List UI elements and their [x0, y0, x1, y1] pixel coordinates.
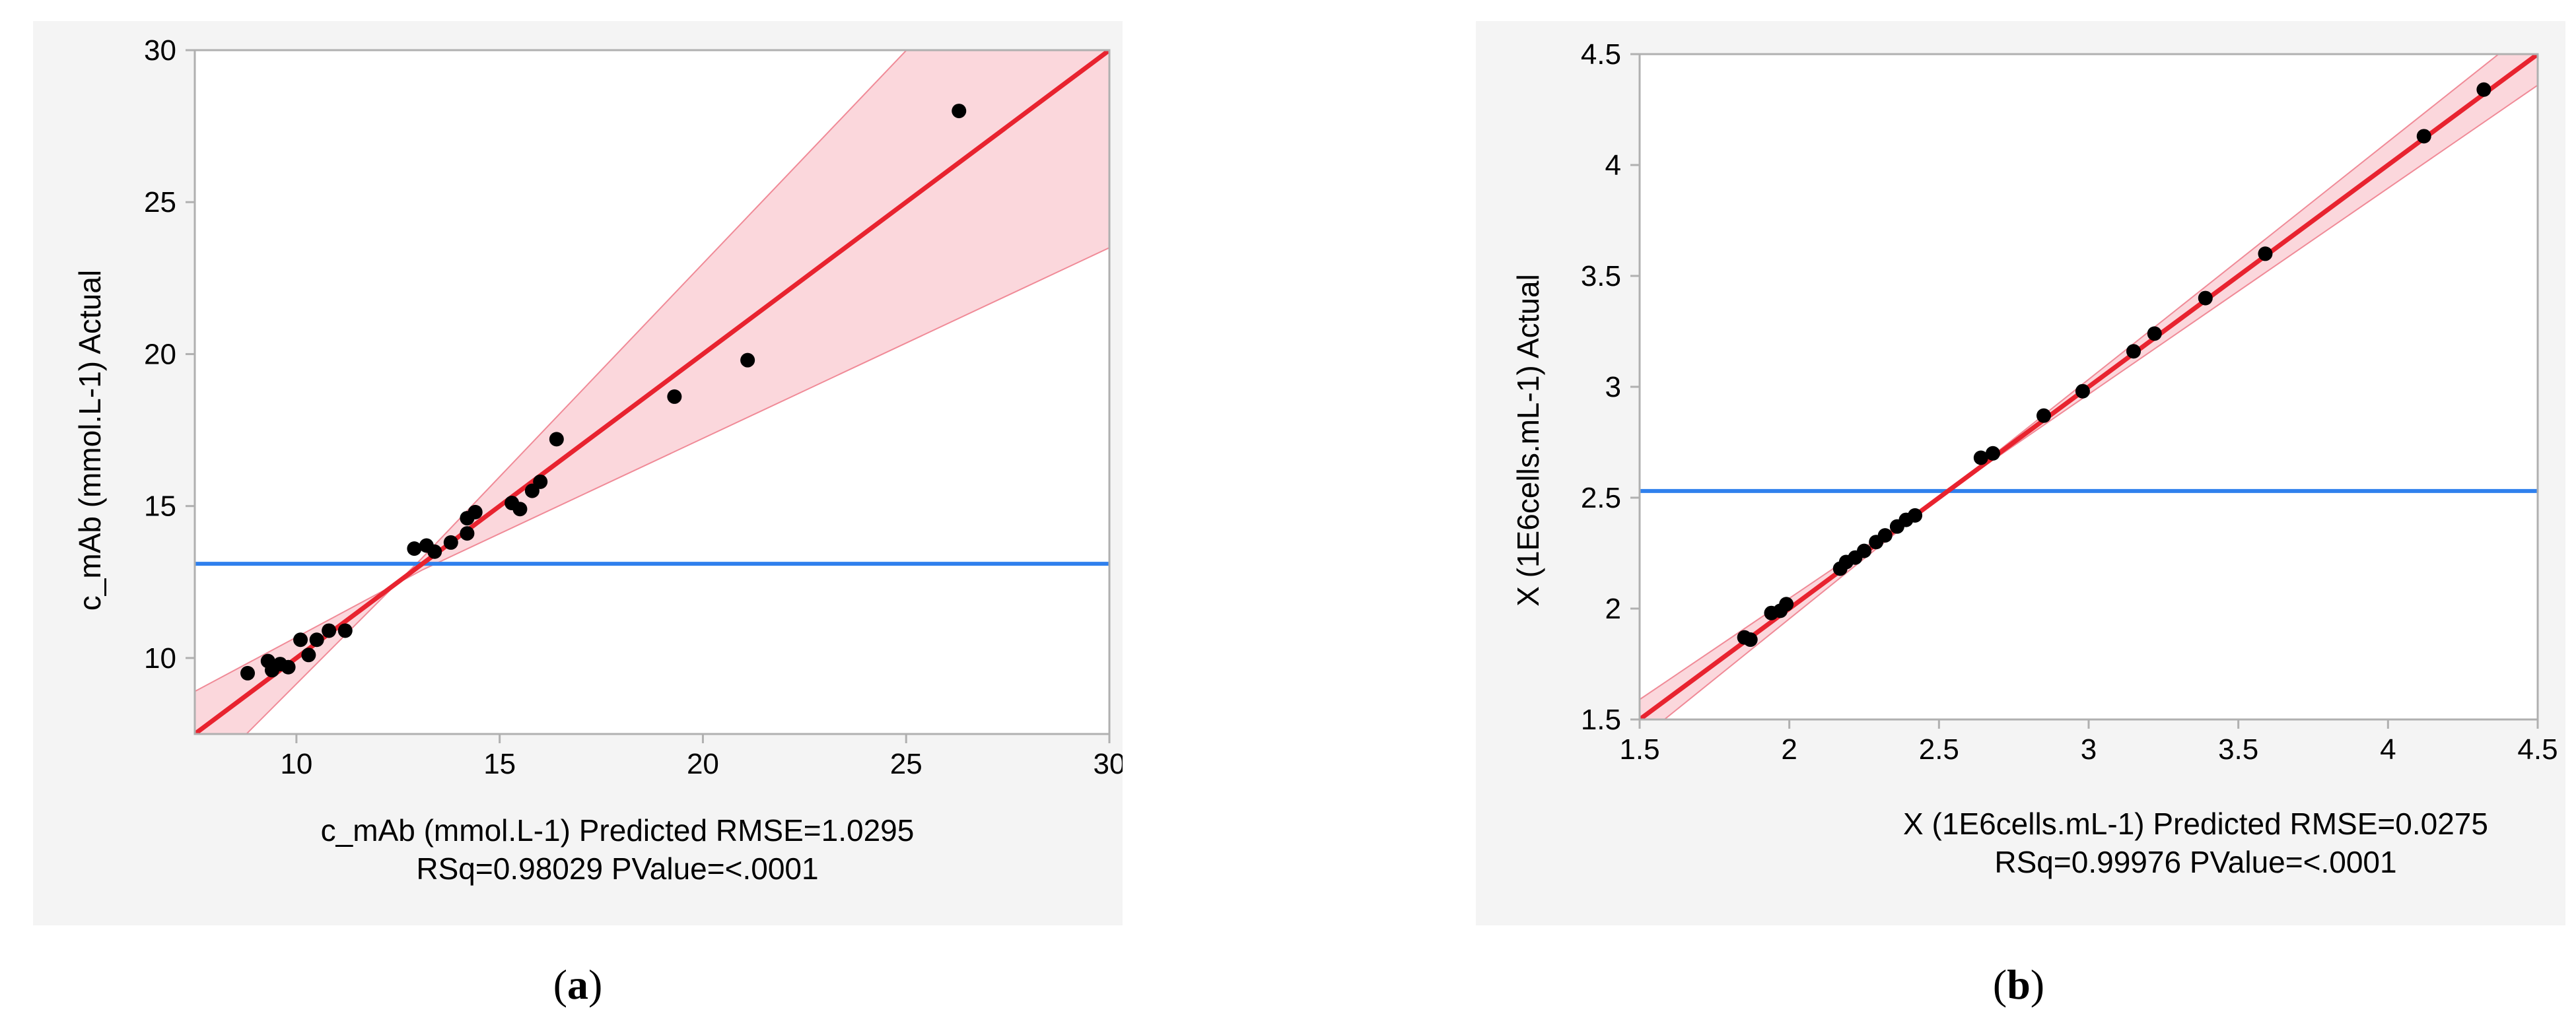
data-point-b-17: [2036, 408, 2051, 423]
x-tick-label-a-0: 10: [280, 748, 312, 780]
y-tick-label-b-4: 3.5: [1581, 260, 1621, 292]
y-tick-label-b-1: 2: [1605, 593, 1621, 625]
data-point-a-21: [533, 474, 548, 489]
caption-a: (a): [479, 960, 677, 1009]
x-tick-label-b-3: 3: [2081, 733, 2097, 766]
x-tick-label-b-5: 4: [2380, 733, 2396, 766]
x-tick-label-b-6: 4.5: [2517, 733, 2558, 766]
x-tick-label-b-4: 3.5: [2218, 733, 2258, 766]
plot-inner-b: [1640, 54, 2538, 719]
y-axis-label-a: c_mAb (mmol.L-1) Actual: [73, 270, 107, 611]
data-point-a-24: [740, 352, 755, 368]
data-point-b-18: [2075, 383, 2090, 399]
x-tick-label-a-4: 30: [1094, 748, 1123, 780]
x-axis-label-a-line1: c_mAb (mmol.L-1) Predicted RMSE=1.0295: [321, 813, 915, 848]
caption-b-close: ): [2030, 961, 2045, 1008]
data-point-a-15: [460, 526, 475, 541]
data-point-b-11: [1877, 528, 1893, 543]
y-tick-label-a-0: 10: [144, 642, 176, 675]
caption-a-letter: a: [567, 961, 588, 1008]
data-point-b-15: [1973, 450, 1988, 465]
data-point-a-14: [443, 535, 458, 550]
caption-a-close: ): [588, 961, 603, 1008]
data-point-b-2: [1743, 632, 1758, 648]
confidence-band-upper-a: [245, 50, 908, 734]
data-point-a-22: [549, 432, 564, 447]
data-point-b-14: [1908, 508, 1923, 523]
y-tick-label-a-1: 15: [144, 490, 176, 523]
y-axis-label-b: X (1E6cells.mL-1) Actual: [1511, 274, 1545, 607]
confidence-band-lower-a: [195, 247, 1109, 692]
y-tick-label-a-2: 20: [144, 338, 176, 370]
data-point-a-25: [952, 104, 967, 119]
data-point-a-23: [667, 389, 682, 404]
y-tick-label-a-4: 30: [144, 34, 176, 67]
caption-b-letter: b: [2007, 961, 2031, 1008]
y-tick-label-b-6: 4.5: [1581, 38, 1621, 71]
caption-b-open: (: [1992, 961, 2007, 1008]
data-point-a-11: [407, 541, 422, 556]
data-point-b-19: [2126, 344, 2141, 359]
data-point-a-8: [309, 632, 324, 648]
data-point-b-22: [2258, 246, 2273, 261]
x-tick-label-a-2: 20: [687, 748, 719, 780]
x-tick-label-b-1: 2: [1781, 733, 1797, 766]
x-axis-label-b-line2: RSq=0.99976 PValue=<.0001: [1994, 845, 2396, 879]
scatter-chart-a: 10 15 20 25 30 10 15 20 25 30 c_mAb (mmol.L-1) Ac…: [73, 34, 1123, 886]
plot-inner-a: [195, 50, 1109, 734]
data-point-b-21: [2198, 290, 2213, 306]
y-tick-label-b-3: 3: [1605, 371, 1621, 403]
x-tick-label-b-0: 1.5: [1619, 733, 1659, 766]
plot-area-b: 1.5 2 2.5 3 3.5 4 4.5 1.5 2 2.5 3 3.5 4 4.5: [1581, 38, 2558, 766]
x-tick-label-b-2: 2.5: [1919, 733, 1959, 766]
data-point-a-6: [293, 632, 308, 648]
caption-b: (b): [1920, 960, 2118, 1009]
data-point-b-23: [2416, 129, 2431, 144]
data-point-a-9: [322, 623, 337, 638]
data-point-b-9: [1857, 543, 1871, 558]
data-point-a-1: [240, 665, 256, 681]
data-point-a-13: [427, 544, 442, 559]
data-point-a-10: [337, 623, 353, 638]
data-point-b-24: [2476, 82, 2491, 97]
caption-a-open: (: [553, 961, 567, 1008]
data-point-b-16: [1985, 446, 2000, 461]
data-point-a-5: [281, 659, 296, 675]
data-point-b-20: [2147, 326, 2162, 341]
scatter-chart-b: 1.5 2 2.5 3 3.5 4 4.5 1.5 2 2.5 3 3.5 4 4.5 X (1E6cel…: [1511, 38, 2558, 879]
y-tick-label-b-2: 2.5: [1581, 482, 1621, 514]
x-axis-label-a-line2: RSq=0.98029 PValue=<.0001: [416, 851, 818, 886]
x-tick-label-a-1: 15: [483, 748, 516, 780]
x-tick-label-a-3: 25: [890, 748, 922, 780]
plot-area-a: 10 15 20 25 30 10 15 20 25 30: [144, 34, 1123, 780]
data-point-b-5: [1779, 597, 1794, 612]
y-tick-label-b-5: 4: [1605, 149, 1621, 182]
y-tick-label-a-3: 25: [144, 186, 176, 218]
data-point-a-17: [468, 504, 483, 519]
y-tick-label-b-0: 1.5: [1581, 704, 1621, 736]
data-point-a-19: [512, 502, 528, 517]
x-axis-label-b-line1: X (1E6cells.mL-1) Predicted RMSE=0.0275: [1903, 807, 2488, 841]
data-point-a-7: [301, 648, 316, 663]
plot-frame-a: [193, 49, 1111, 735]
fit-line-a: [195, 50, 1109, 734]
